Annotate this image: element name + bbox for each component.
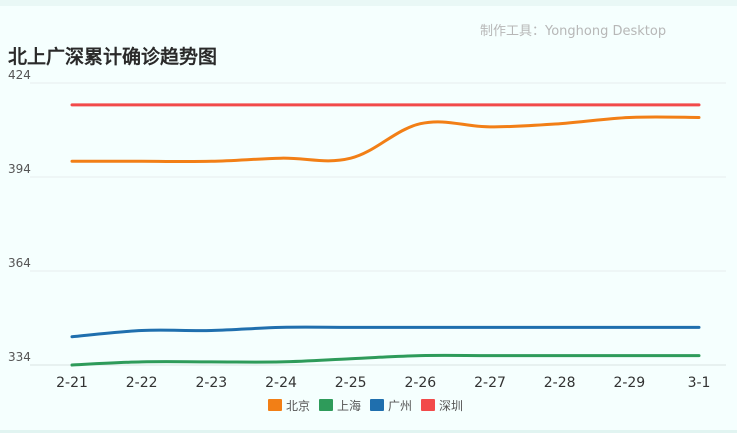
legend-swatch xyxy=(268,399,282,411)
legend-item[interactable]: 深圳 xyxy=(421,397,463,414)
legend-item[interactable]: 北京 xyxy=(268,397,310,414)
legend-label: 深圳 xyxy=(439,398,464,413)
legend-swatch xyxy=(421,399,436,411)
legend-label: 上海 xyxy=(337,398,362,413)
x-tick-label: 2-27 xyxy=(474,375,506,391)
series-line-0 xyxy=(70,115,701,164)
x-tick-label: 2-24 xyxy=(265,375,297,391)
y-tick-label: 424 xyxy=(8,68,31,82)
legend-swatch xyxy=(370,399,385,411)
top-bar xyxy=(0,0,737,6)
series-line-2 xyxy=(70,325,701,339)
x-tick-label: 2-28 xyxy=(544,375,576,391)
chart-legend: 北京 上海 广州 深圳 xyxy=(268,396,472,414)
x-tick-label: 2-23 xyxy=(195,375,227,391)
y-tick-label: 334 xyxy=(8,350,31,364)
y-tick-label: 394 xyxy=(8,162,31,176)
bottom-bar xyxy=(0,430,737,433)
x-tick-label: 2-25 xyxy=(335,375,367,391)
chart-title: 北上广深累计确诊趋势图 xyxy=(8,46,218,68)
series-line-1 xyxy=(70,353,701,367)
legend-label: 广州 xyxy=(388,398,413,413)
watermark: 制作工具：Yonghong Desktop xyxy=(480,24,667,39)
x-tick-label: 2-22 xyxy=(126,375,158,391)
legend-item[interactable]: 上海 xyxy=(319,397,361,414)
x-tick-label: 2-29 xyxy=(613,375,645,391)
legend-label: 北京 xyxy=(286,398,311,413)
x-tick-label: 2-26 xyxy=(404,375,436,391)
x-tick-label: 2-21 xyxy=(56,375,88,391)
legend-swatch xyxy=(319,399,334,411)
legend-item[interactable]: 广州 xyxy=(370,397,412,414)
x-tick-label: 3-1 xyxy=(688,375,711,391)
y-tick-label: 364 xyxy=(8,256,31,270)
